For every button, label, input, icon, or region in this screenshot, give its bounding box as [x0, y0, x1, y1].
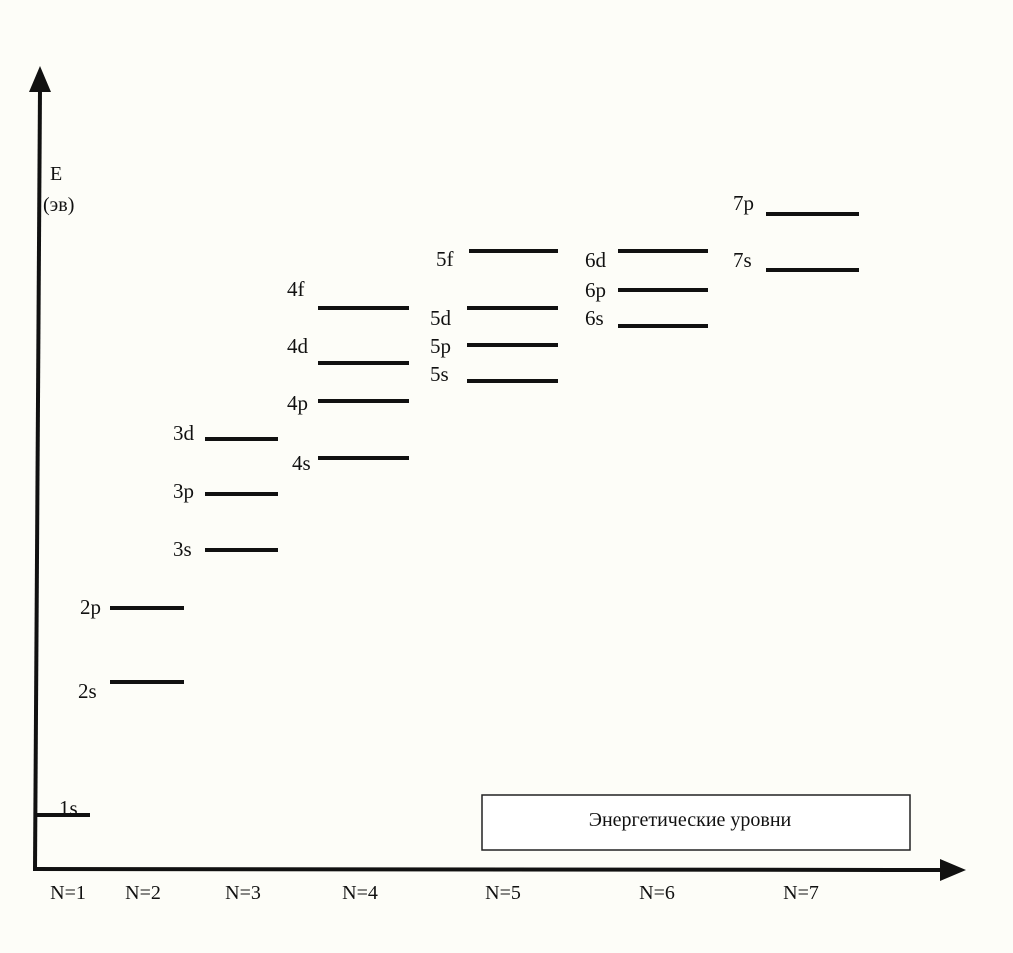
level-3p: 3p [173, 479, 278, 503]
level-label-5f: 5f [436, 247, 454, 271]
level-label-3s: 3s [173, 537, 192, 561]
level-label-7s: 7s [733, 248, 752, 272]
level-2s: 2s [78, 679, 184, 703]
level-5s: 5s [430, 362, 558, 386]
level-5p: 5p [430, 334, 558, 358]
x-axis-arrowhead [940, 859, 966, 881]
level-4s: 4s [292, 451, 409, 475]
level-7p: 7p [733, 191, 859, 216]
level-7s: 7s [733, 248, 859, 272]
x-axis-label-n2: N=2 [125, 882, 161, 904]
level-label-4s: 4s [292, 451, 311, 475]
y-axis-arrowhead [29, 66, 51, 92]
x-axis-label-n5: N=5 [485, 882, 521, 904]
level-5d: 5d [430, 306, 558, 330]
level-label-2p: 2p [80, 595, 101, 619]
level-label-2s: 2s [78, 679, 97, 703]
energy-levels: 1s 2s 2p 3s 3p 3d 4s 4p 4d 4f 5s 5p 5d 5f 6s 6p 6d 7s 7p [35, 191, 859, 820]
x-axis-label-n1: N=1 [50, 882, 86, 904]
level-6s: 6s [585, 306, 708, 330]
level-label-4p: 4p [287, 391, 308, 415]
x-axis-label-n4: N=4 [342, 882, 378, 904]
level-4f: 4f [287, 277, 409, 310]
level-label-7p: 7p [733, 191, 754, 215]
legend-text: Энергетические уровни [589, 809, 792, 831]
y-axis-line [33, 87, 42, 870]
level-5f: 5f [436, 247, 558, 271]
level-label-6d: 6d [585, 248, 607, 272]
level-4d: 4d [287, 334, 409, 365]
y-axis-label-unit: (эв) [43, 194, 74, 216]
level-1s: 1s [35, 796, 90, 820]
y-axis-label-energy: E [50, 163, 62, 185]
level-2p: 2p [80, 595, 184, 619]
level-label-6s: 6s [585, 306, 604, 330]
x-axis-labels: N=1 N=2 N=3 N=4 N=5 N=6 N=7 [50, 882, 819, 904]
level-label-3p: 3p [173, 479, 194, 503]
x-axis-label-n7: N=7 [783, 882, 819, 904]
x-axis-label-n3: N=3 [225, 882, 261, 904]
level-label-5d: 5d [430, 306, 452, 330]
level-label-3d: 3d [173, 421, 195, 445]
level-label-4d: 4d [287, 334, 309, 358]
level-3d: 3d [173, 421, 278, 445]
legend-box [481, 794, 911, 851]
x-axis-line [32, 867, 945, 872]
level-6d: 6d [585, 248, 708, 272]
level-label-5s: 5s [430, 362, 449, 386]
legend: Энергетические уровни [481, 794, 911, 851]
x-axis-label-n6: N=6 [639, 882, 675, 904]
level-label-1s: 1s [59, 796, 78, 820]
level-label-6p: 6p [585, 278, 606, 302]
level-4p: 4p [287, 391, 409, 415]
level-6p: 6p [585, 278, 708, 302]
level-label-4f: 4f [287, 277, 305, 301]
level-label-5p: 5p [430, 334, 451, 358]
level-3s: 3s [173, 537, 278, 561]
